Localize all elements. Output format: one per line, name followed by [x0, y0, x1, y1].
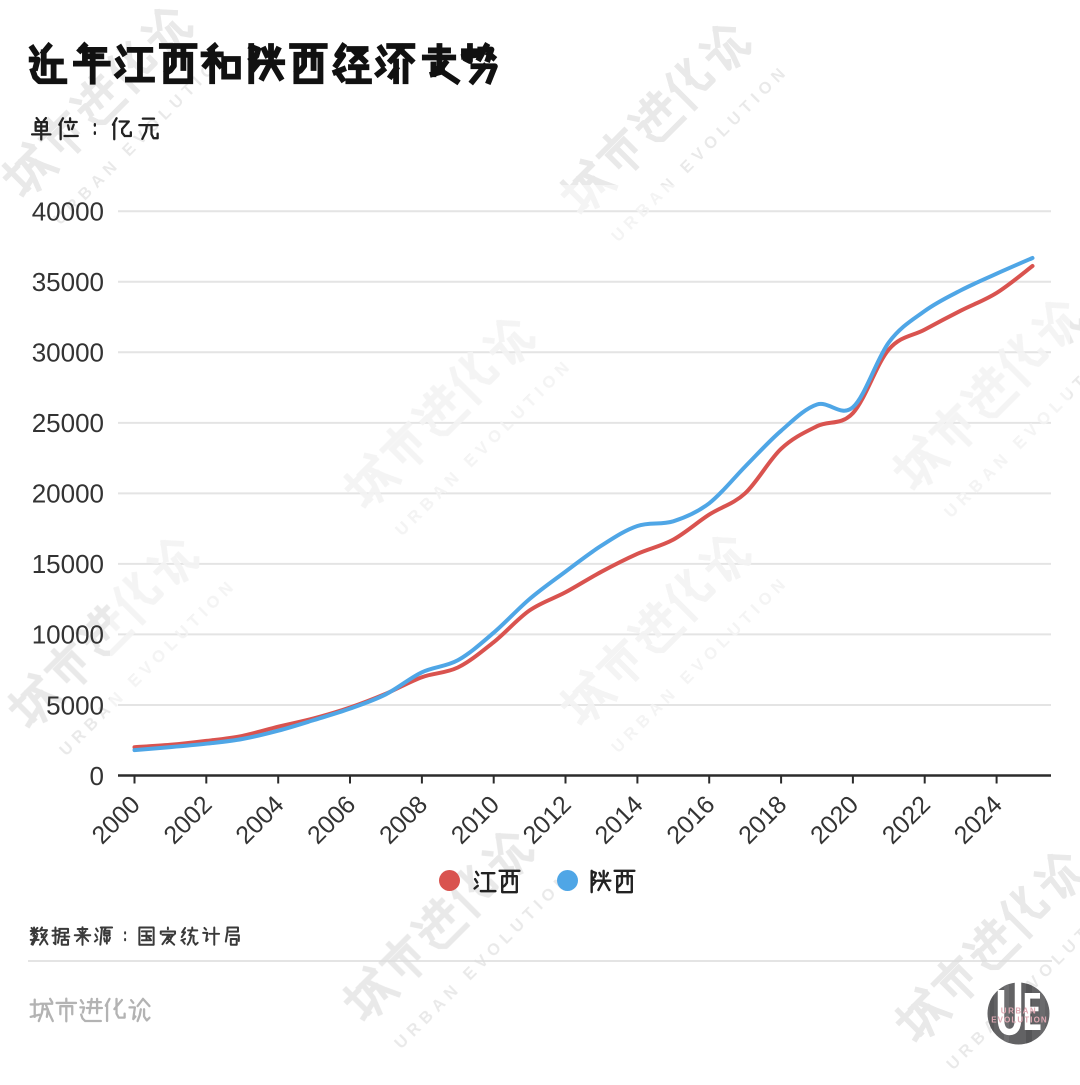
svg-text:40000: 40000: [32, 197, 104, 227]
svg-text:35000: 35000: [32, 267, 104, 297]
svg-text:25000: 25000: [32, 408, 104, 438]
svg-text:EVOLUTION: EVOLUTION: [991, 1016, 1048, 1025]
svg-text:URBAN: URBAN: [1001, 1007, 1037, 1016]
svg-text:10000: 10000: [32, 620, 104, 650]
svg-text:30000: 30000: [32, 338, 104, 368]
svg-text:5000: 5000: [46, 690, 104, 720]
svg-text:15000: 15000: [32, 549, 104, 579]
svg-text:0: 0: [90, 761, 104, 791]
svg-text:20000: 20000: [32, 479, 104, 509]
